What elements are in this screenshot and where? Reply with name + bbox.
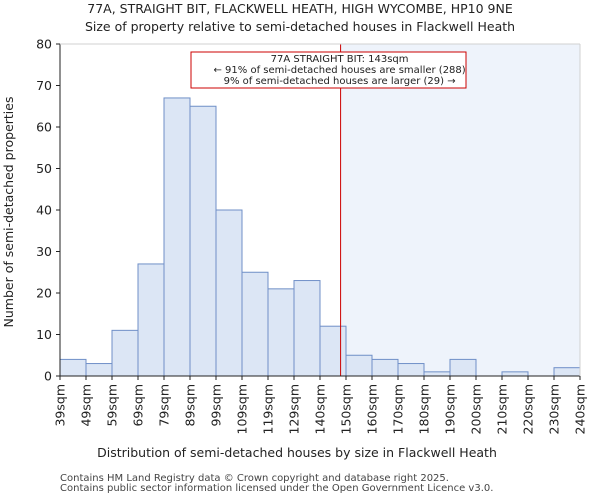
annotation-box: 77A STRAIGHT BIT: 143sqm ← 91% of semi-d… (190, 51, 467, 89)
y-tick-label: 60 (36, 120, 52, 135)
x-tick-label: 230sqm (547, 384, 562, 434)
histogram-bar (449, 358, 477, 377)
footer-attribution-2: Contains public sector information licen… (60, 483, 494, 494)
annotation-larger: 9% of semi-detached houses are larger (2… (224, 76, 456, 87)
y-tick-label: 10 (36, 327, 52, 342)
histogram-bar (397, 363, 425, 377)
x-tick-label: 150sqm (339, 384, 354, 434)
x-tick-label: 119sqm (261, 384, 276, 434)
x-tick-label: 99sqm (209, 384, 224, 427)
histogram-bar (371, 358, 399, 377)
y-tick-label: 30 (36, 244, 52, 259)
histogram-bar (345, 354, 373, 377)
x-tick-label: 69sqm (131, 384, 146, 427)
x-tick-label: 49sqm (79, 384, 94, 427)
footer-attribution-1: Contains HM Land Registry data © Crown c… (60, 473, 449, 484)
histogram-bar (215, 209, 243, 377)
histogram-bar (267, 288, 295, 377)
histogram-bar (189, 105, 217, 377)
y-tick-label: 20 (36, 286, 52, 301)
histogram-bar (137, 263, 165, 377)
annotation-title: 77A STRAIGHT BIT: 143sqm (271, 54, 409, 65)
histogram-bar (85, 363, 113, 377)
x-tick-label: 190sqm (443, 384, 458, 434)
x-tick-label: 79sqm (157, 384, 172, 427)
y-tick-label: 80 (36, 37, 52, 52)
histogram-bar (241, 271, 269, 377)
x-tick-label: 170sqm (391, 384, 406, 434)
histogram-bar (293, 280, 321, 377)
x-tick-label: 140sqm (313, 384, 328, 434)
histogram-bar (423, 371, 451, 377)
x-tick-label: 210sqm (495, 384, 510, 434)
y-tick-label: 50 (36, 161, 52, 176)
annotation-smaller: ← 91% of semi-detached houses are smalle… (213, 65, 465, 76)
histogram-bar (163, 97, 191, 377)
histogram-bar (59, 358, 87, 377)
x-tick-label: 240sqm (573, 384, 588, 434)
larger-properties-shading (340, 44, 580, 376)
x-tick-label: 160sqm (365, 384, 380, 434)
y-tick-label: 0 (44, 369, 52, 384)
chart-subtitle: Size of property relative to semi-detach… (85, 19, 515, 34)
x-axis-label: Distribution of semi-detached houses by … (97, 445, 497, 460)
x-tick-label: 89sqm (183, 384, 198, 427)
x-tick-label: 129sqm (287, 384, 302, 434)
x-tick-label: 59sqm (105, 384, 120, 427)
histogram-bar (553, 367, 581, 377)
histogram-bar (501, 371, 529, 377)
y-tick-label: 70 (36, 78, 52, 93)
x-tick-label: 180sqm (417, 384, 432, 434)
y-tick-label: 40 (36, 203, 52, 218)
y-axis-label: Number of semi-detached properties (1, 97, 16, 328)
histogram-bar (111, 329, 139, 377)
x-tick-label: 200sqm (469, 384, 484, 434)
chart-title: 77A, STRAIGHT BIT, FLACKWELL HEATH, HIGH… (87, 1, 513, 16)
x-tick-label: 39sqm (53, 384, 68, 427)
x-tick-label: 220sqm (521, 384, 536, 434)
x-tick-label: 109sqm (235, 384, 250, 434)
histogram-bar (319, 325, 347, 377)
